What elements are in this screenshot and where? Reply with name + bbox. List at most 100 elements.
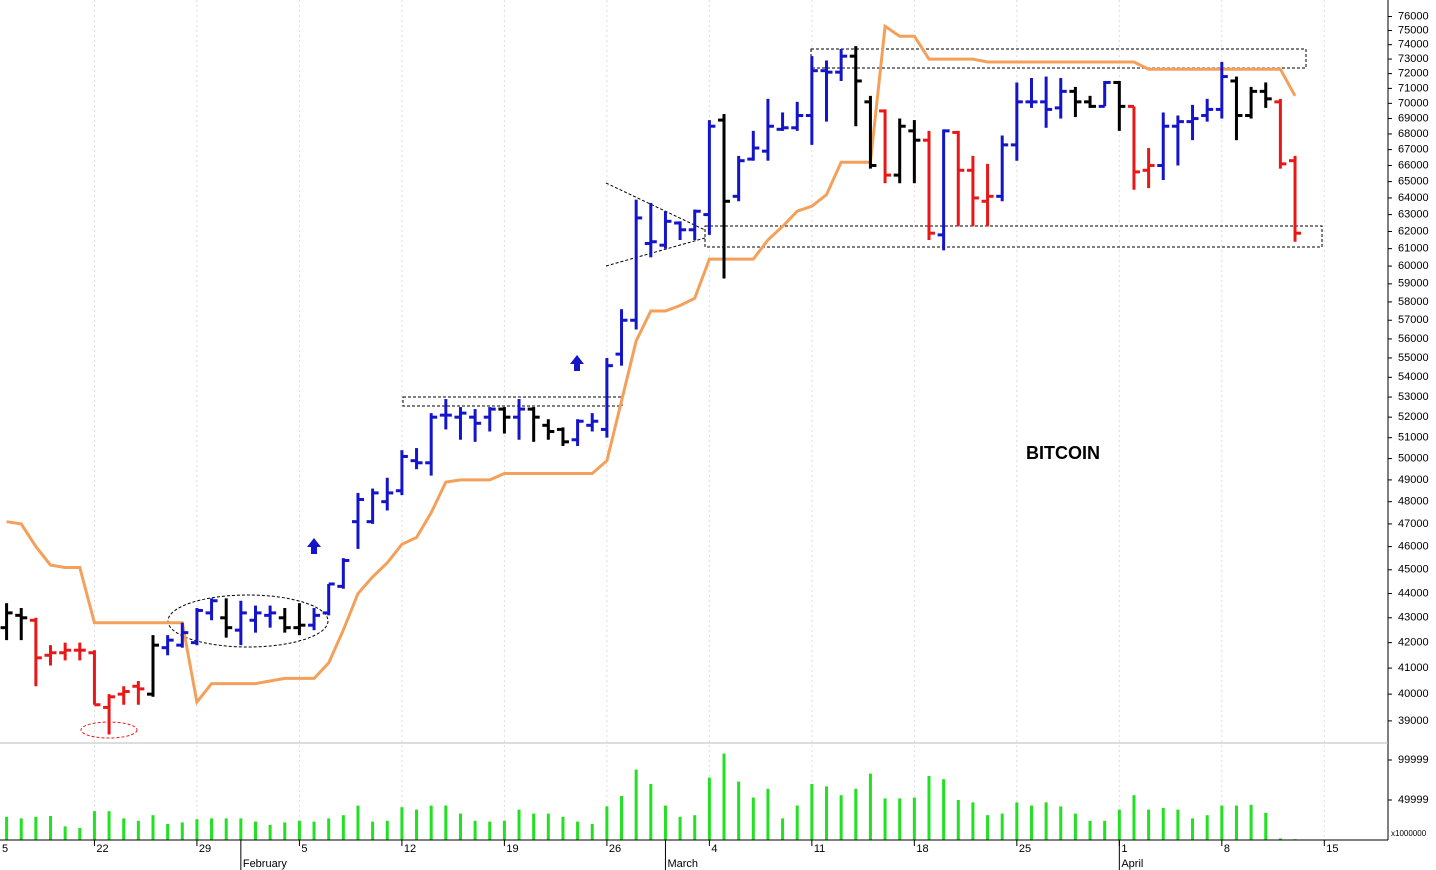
volume-bar <box>766 788 770 840</box>
volume-bar <box>444 805 448 840</box>
y-tick-label: 52000 <box>1398 411 1429 423</box>
x-tick-label: 8 <box>1224 843 1230 855</box>
volume-bar <box>488 821 492 840</box>
y-tick-label: 46000 <box>1398 541 1429 553</box>
up-arrow <box>570 355 584 371</box>
volume-bar <box>1000 813 1004 840</box>
volume-bar <box>400 807 404 840</box>
x-tick-label: 5 <box>301 843 307 855</box>
volume-bar <box>1264 812 1268 840</box>
volume-bar <box>341 815 345 840</box>
volume-bar <box>532 813 536 840</box>
volume-bar <box>283 822 287 840</box>
y-tick-label: 40000 <box>1398 688 1429 700</box>
volume-bar <box>1278 838 1282 840</box>
volume-bar <box>78 828 82 840</box>
x-tick-label: 26 <box>609 843 621 855</box>
volume-bar <box>297 820 301 840</box>
x-tick-label: 11 <box>814 843 825 855</box>
volume-bar <box>34 816 38 840</box>
y-tick-label: 72000 <box>1398 68 1429 80</box>
volume-bar <box>180 822 184 840</box>
volume-bar <box>795 805 799 840</box>
y-tick-label: 42000 <box>1398 637 1429 649</box>
volume-bar <box>898 798 902 840</box>
volume-bar <box>312 821 316 840</box>
volume-bar <box>751 797 755 840</box>
volume-bar <box>473 820 477 840</box>
y-tick-label: 62000 <box>1398 225 1429 237</box>
volume-bar <box>634 769 638 840</box>
y-tick-label: 69000 <box>1398 112 1429 124</box>
volume-bar <box>561 816 565 840</box>
volume-bar <box>1220 805 1224 840</box>
volume-bar <box>458 813 462 840</box>
volume-bar <box>781 818 785 840</box>
volume-bar <box>107 811 111 840</box>
volume-bar <box>1044 802 1048 840</box>
y-tick-label: 55000 <box>1398 352 1429 364</box>
volume-bar <box>385 820 389 840</box>
month-label: March <box>667 858 698 870</box>
y-tick-label: 61000 <box>1398 243 1429 255</box>
volume-bar <box>1088 820 1092 840</box>
volume-tick-label: 99999 <box>1398 754 1429 766</box>
overlay-line <box>6 23 1297 706</box>
volume-bar <box>166 824 170 840</box>
x-tick-label: 25 <box>1019 843 1031 855</box>
y-tick-label: 47000 <box>1398 518 1429 530</box>
trend-line <box>605 237 706 267</box>
y-tick-label: 45000 <box>1398 564 1429 576</box>
volume-bar <box>327 818 331 840</box>
y-tick-label: 64000 <box>1398 192 1429 204</box>
marks <box>0 23 1302 840</box>
y-tick-label: 71000 <box>1398 82 1429 94</box>
volume-bar <box>1073 813 1077 840</box>
volume-bar <box>195 819 199 840</box>
volume-bar <box>839 795 843 840</box>
volume-bar <box>1191 818 1195 840</box>
volume-bar <box>356 805 360 840</box>
x-tick-label: 1 <box>1121 843 1127 855</box>
volume-bar <box>415 809 419 840</box>
volume-bar <box>663 805 667 840</box>
volume-bar <box>825 786 829 840</box>
y-tick-label: 75000 <box>1398 24 1429 36</box>
y-tick-label: 76000 <box>1398 10 1429 22</box>
volume-bar <box>576 821 580 840</box>
y-tick-label: 60000 <box>1398 260 1429 272</box>
y-tick-label: 59000 <box>1398 278 1429 290</box>
volume-bar <box>19 818 23 840</box>
y-tick-label: 73000 <box>1398 53 1429 65</box>
volume-bar <box>942 779 946 840</box>
volume-bar <box>883 798 887 840</box>
y-tick-label: 48000 <box>1398 496 1429 508</box>
x-tick-label: 4 <box>711 843 717 855</box>
volume-bar <box>649 784 653 840</box>
volume-bar <box>253 821 257 840</box>
range-ellipse <box>167 594 329 648</box>
volume-bar <box>502 820 506 840</box>
support-box <box>704 225 1323 248</box>
y-tick-label: 57000 <box>1398 314 1429 326</box>
volume-bar <box>1161 808 1165 840</box>
volume-bar <box>1249 804 1253 840</box>
volume-bar <box>1103 820 1107 840</box>
volume-bar <box>854 788 858 840</box>
x-tick-label: 5 <box>2 843 8 855</box>
volume-bar <box>927 776 931 840</box>
y-tick-label: 70000 <box>1398 97 1429 109</box>
volume-bar <box>1234 805 1238 840</box>
volume-tick-label: 49999 <box>1398 794 1429 806</box>
volume-bar <box>1132 795 1136 840</box>
volume-bar <box>151 815 155 840</box>
y-tick-label: 66000 <box>1398 159 1429 171</box>
volume-bar <box>956 800 960 840</box>
y-tick-label: 74000 <box>1398 39 1429 51</box>
up-arrow <box>307 538 321 554</box>
volume-bar <box>239 818 243 840</box>
arrows <box>307 355 584 554</box>
volume-bar <box>49 816 53 840</box>
x-tick-label: 29 <box>199 843 211 855</box>
x-tick-label: 12 <box>404 843 416 855</box>
